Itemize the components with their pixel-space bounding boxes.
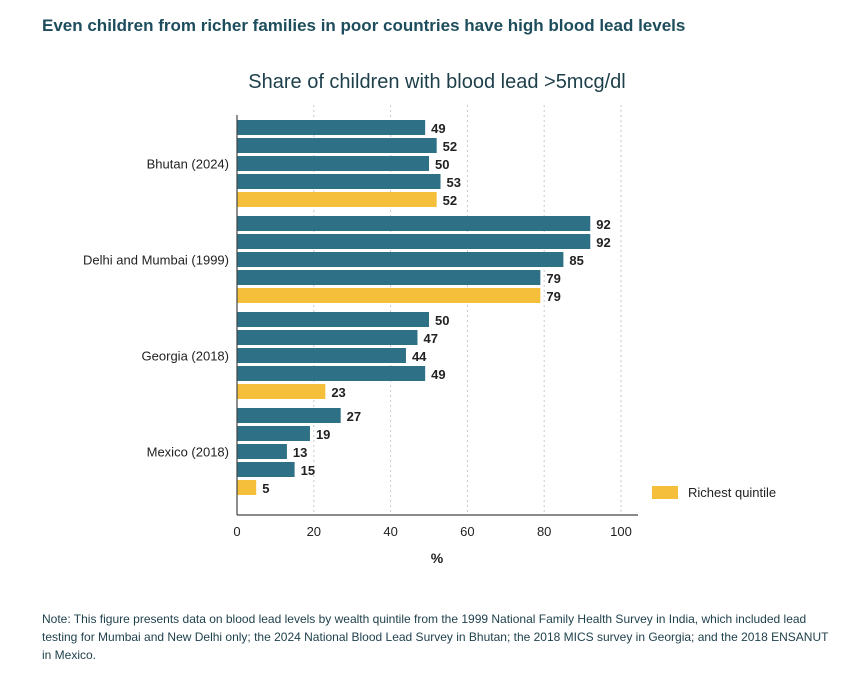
bar-quintile-4 bbox=[237, 270, 541, 285]
x-tick-label: 0 bbox=[233, 524, 240, 539]
x-axis-label: % bbox=[431, 550, 444, 566]
bar-quintile-1 bbox=[237, 312, 429, 327]
bar-quintile-2 bbox=[237, 138, 437, 153]
x-tick-label: 80 bbox=[537, 524, 551, 539]
bar-quintile-1 bbox=[237, 216, 591, 231]
bar-value-label: 52 bbox=[443, 139, 457, 154]
bar-richest bbox=[237, 192, 437, 207]
footnote: Note: This figure presents data on blood… bbox=[42, 612, 829, 662]
bar-quintile-4 bbox=[237, 462, 295, 477]
category-label: Delhi and Mumbai (1999) bbox=[83, 253, 229, 268]
x-tick-label: 100 bbox=[610, 524, 632, 539]
bar-value-label: 79 bbox=[546, 289, 560, 304]
legend-label-richest: Richest quintile bbox=[688, 485, 776, 500]
bar-value-label: 50 bbox=[435, 313, 449, 328]
bar-value-label: 5 bbox=[262, 481, 269, 496]
x-tick-label: 20 bbox=[307, 524, 321, 539]
bar-value-label: 52 bbox=[443, 193, 457, 208]
bar-quintile-1 bbox=[237, 408, 341, 423]
bar-quintile-3 bbox=[237, 252, 564, 267]
category-label: Bhutan (2024) bbox=[147, 157, 229, 172]
bar-quintile-3 bbox=[237, 348, 406, 363]
bar-value-label: 79 bbox=[546, 271, 560, 286]
bar-value-label: 44 bbox=[412, 349, 427, 364]
bar-value-label: 92 bbox=[596, 235, 610, 250]
bar-value-label: 47 bbox=[423, 331, 437, 346]
chart: Share of children with blood lead >5mcg/… bbox=[0, 60, 850, 580]
headline: Even children from richer families in po… bbox=[42, 16, 686, 35]
x-tick-label: 40 bbox=[383, 524, 397, 539]
bar-richest bbox=[237, 288, 541, 303]
bar-chart: Share of children with blood lead >5mcg/… bbox=[83, 71, 776, 566]
bar-value-label: 49 bbox=[431, 121, 445, 136]
bar-quintile-2 bbox=[237, 234, 591, 249]
legend: Richest quintile bbox=[652, 485, 776, 500]
bar-value-label: 27 bbox=[347, 409, 361, 424]
x-tick-label: 60 bbox=[460, 524, 474, 539]
category-label: Mexico (2018) bbox=[147, 445, 229, 460]
bar-quintile-2 bbox=[237, 330, 418, 345]
bar-quintile-4 bbox=[237, 174, 441, 189]
bar-quintile-3 bbox=[237, 444, 287, 459]
legend-swatch-richest bbox=[652, 486, 678, 499]
bar-value-label: 53 bbox=[447, 175, 461, 190]
bar-value-label: 23 bbox=[331, 385, 345, 400]
bar-value-label: 92 bbox=[596, 217, 610, 232]
bar-richest bbox=[237, 384, 326, 399]
category-label: Georgia (2018) bbox=[142, 349, 229, 364]
bar-value-label: 19 bbox=[316, 427, 330, 442]
bar-value-label: 85 bbox=[569, 253, 583, 268]
bar-quintile-4 bbox=[237, 366, 426, 381]
bar-value-label: 50 bbox=[435, 157, 449, 172]
axes: 0 20 40 60 80 100 Bhutan (2024) Delhi and Mumba… bbox=[83, 115, 638, 539]
bar-quintile-3 bbox=[237, 156, 429, 171]
bar-value-label: 13 bbox=[293, 445, 307, 460]
bar-value-label: 49 bbox=[431, 367, 445, 382]
bar-richest bbox=[237, 480, 257, 495]
bar-quintile-1 bbox=[237, 120, 426, 135]
bar-value-label: 15 bbox=[301, 463, 315, 478]
grid-lines bbox=[313, 105, 622, 515]
chart-title: Share of children with blood lead >5mcg/… bbox=[248, 71, 625, 93]
bar-quintile-2 bbox=[237, 426, 310, 441]
